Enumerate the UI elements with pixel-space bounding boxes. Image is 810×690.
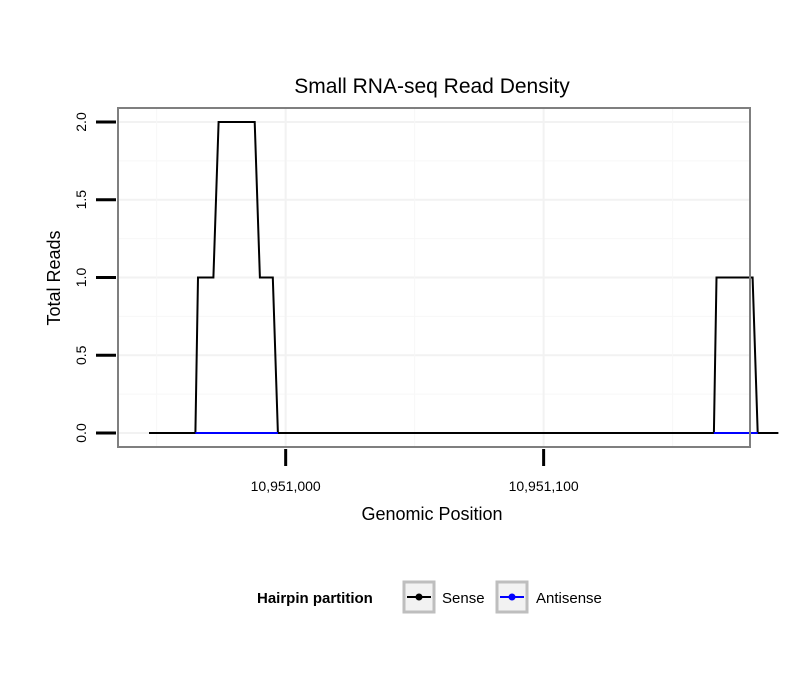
y-tick-label-0: 0.0 — [73, 423, 89, 443]
sense-series — [149, 121, 779, 434]
y-tick-label-1: 0.5 — [73, 345, 89, 365]
y-axis-label: Total Reads — [44, 230, 64, 325]
x-axis: 10,951,000 10,951,100 — [251, 449, 579, 494]
y-tick-label-3: 1.5 — [73, 190, 89, 210]
legend-label-sense: Sense — [442, 590, 485, 607]
y-tick-label-2: 1.0 — [73, 268, 89, 288]
legend-swatch-antisense-point — [508, 593, 516, 601]
y-tick-label-4: 2.0 — [73, 112, 89, 132]
legend: Hairpin partition Sense Antisense — [257, 580, 602, 614]
legend-swatch-sense-point — [415, 593, 423, 601]
chart-title: Small RNA-seq Read Density — [294, 75, 570, 98]
legend-label-antisense: Antisense — [536, 590, 602, 607]
legend-title: Hairpin partition — [257, 590, 373, 607]
x-tick-label-0: 10,951,000 — [251, 478, 321, 494]
y-axis: 0.0 0.5 1.0 1.5 2.0 — [73, 112, 116, 443]
x-axis-label: Genomic Position — [361, 504, 502, 524]
plot-panel-border — [117, 107, 751, 448]
sense-line — [149, 121, 779, 434]
x-tick-label-1: 10,951,100 — [509, 478, 579, 494]
grid-lines — [118, 108, 750, 447]
